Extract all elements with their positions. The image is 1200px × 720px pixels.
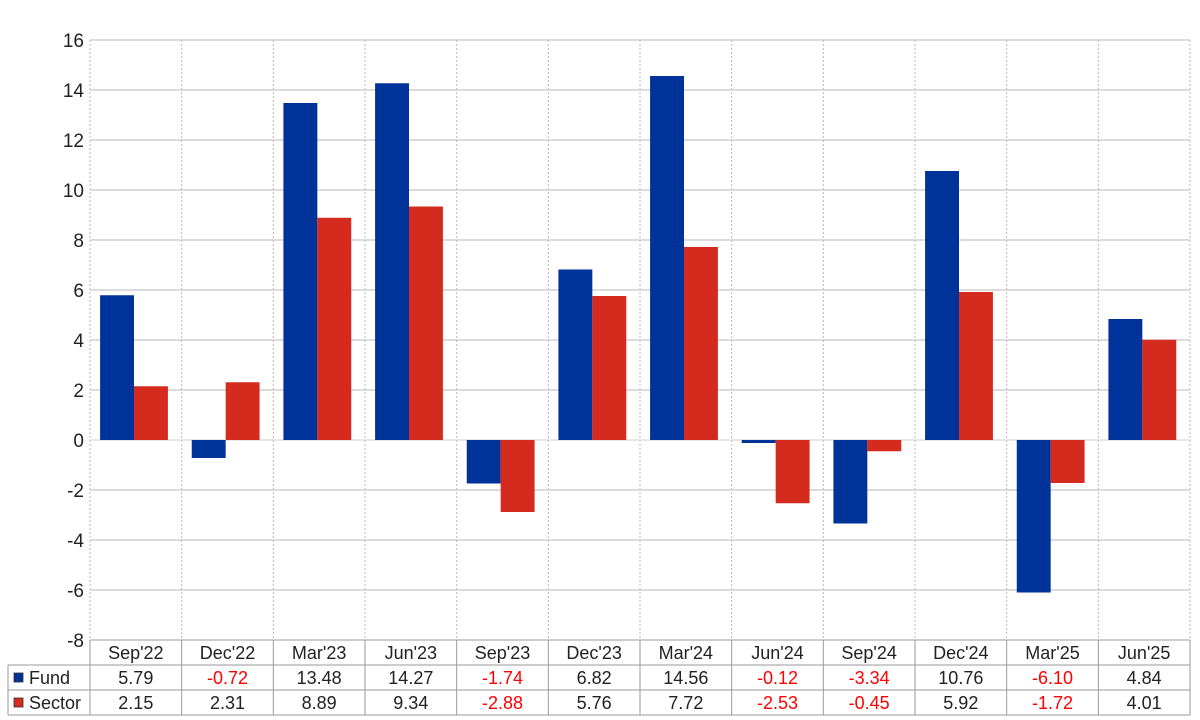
data-label: -2.53	[757, 693, 798, 713]
data-label: 6.82	[577, 668, 612, 688]
bar-sector	[684, 247, 718, 440]
bar-fund	[741, 440, 776, 443]
bar-fund	[100, 295, 134, 440]
legend-label: Fund	[29, 668, 70, 688]
bar-fund	[650, 76, 684, 440]
bar-sector	[409, 206, 443, 440]
bar-fund	[375, 83, 409, 440]
bar-sector	[959, 292, 993, 440]
data-label: 4.84	[1127, 668, 1162, 688]
data-label: 14.27	[388, 668, 433, 688]
bar-fund	[466, 440, 501, 484]
data-label: -3.34	[849, 668, 890, 688]
data-label: 9.34	[393, 693, 428, 713]
data-label: -0.45	[849, 693, 890, 713]
x-category-label: Dec'24	[933, 643, 988, 663]
data-label: 5.92	[943, 693, 978, 713]
data-label: -1.72	[1032, 693, 1073, 713]
bar-sector	[500, 440, 535, 512]
y-tick-label: 4	[73, 331, 84, 352]
bar-sector	[1142, 339, 1177, 440]
x-category-label: Jun'24	[751, 643, 803, 663]
bar-sector	[1050, 440, 1085, 483]
bar-fund	[283, 103, 318, 440]
data-label: 2.15	[118, 693, 153, 713]
bar-sector	[867, 440, 902, 452]
y-axis: 16 14 12 10 8 6 4 2 0 -2 -4 -6 -8	[63, 31, 85, 652]
data-label: 10.76	[938, 668, 983, 688]
bar-fund	[925, 171, 959, 440]
bar-sector	[225, 382, 260, 440]
y-tick-label: 16	[63, 31, 84, 52]
data-label: -0.72	[207, 668, 248, 688]
x-category-label: Mar'23	[292, 643, 346, 663]
bar-fund	[1016, 440, 1051, 593]
legend-label: Sector	[29, 693, 81, 713]
y-tick-label: -4	[67, 531, 84, 552]
bar-fund	[558, 269, 593, 440]
y-tick-label: 6	[73, 281, 84, 302]
data-table: Sep'22 Dec'22 Mar'23 Jun'23 Sep'23 Dec'23 Mar'…	[7, 639, 1191, 716]
data-label: -0.12	[757, 668, 798, 688]
data-label: 5.79	[118, 668, 153, 688]
y-tick-label: 10	[63, 181, 84, 202]
data-label: -6.10	[1032, 668, 1073, 688]
data-label: 14.56	[663, 668, 708, 688]
data-label: 5.76	[577, 693, 612, 713]
data-label: -2.88	[482, 693, 523, 713]
y-tick-label: 12	[63, 131, 84, 152]
x-category-label: Dec'23	[566, 643, 621, 663]
bar-fund	[1108, 319, 1143, 440]
bar-sector	[592, 296, 627, 440]
y-tick-label: 8	[73, 231, 84, 252]
y-tick-label: -8	[67, 631, 84, 652]
bar-fund	[833, 440, 868, 524]
bar-sector	[775, 440, 810, 504]
legend-swatch-fund	[13, 672, 24, 683]
bar-fund	[191, 440, 226, 458]
x-category-label: Jun'23	[385, 643, 437, 663]
data-label: 2.31	[210, 693, 245, 713]
y-tick-label: 2	[73, 381, 84, 402]
y-tick-label: -2	[67, 481, 84, 502]
legend-swatch-sector	[13, 697, 24, 708]
y-tick-label: 14	[63, 81, 85, 102]
x-category-label: Sep'24	[841, 643, 897, 663]
bar-sector	[134, 386, 168, 440]
x-category-label: Dec'22	[200, 643, 255, 663]
data-label: 8.89	[302, 693, 337, 713]
bars	[100, 76, 1177, 593]
x-category-label: Mar'24	[659, 643, 713, 663]
y-tick-label: -6	[67, 581, 84, 602]
y-tick-label: 0	[73, 431, 84, 452]
data-label: 7.72	[668, 693, 703, 713]
x-category-label: Sep'23	[475, 643, 531, 663]
data-label: 4.01	[1127, 693, 1162, 713]
x-category-label: Jun'25	[1118, 643, 1170, 663]
x-category-label: Mar'25	[1025, 643, 1079, 663]
data-label: 13.48	[297, 668, 342, 688]
x-category-label: Sep'22	[108, 643, 164, 663]
data-label: -1.74	[482, 668, 523, 688]
bar-sector	[317, 217, 352, 440]
